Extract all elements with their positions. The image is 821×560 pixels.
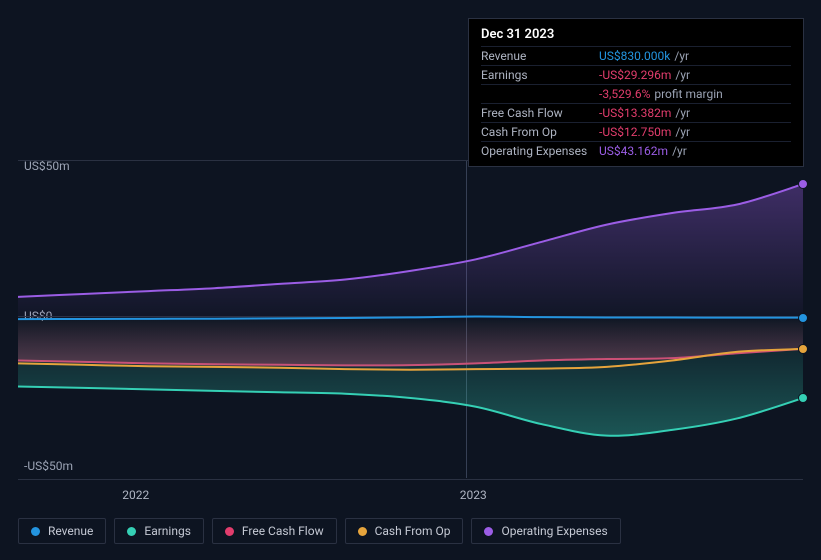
- tooltip-row: Earnings-US$29.296m/yr: [481, 65, 791, 84]
- legend-label: Cash From Op: [375, 524, 451, 538]
- tooltip-row-suffix: /yr: [674, 49, 689, 63]
- legend-item-opex[interactable]: Operating Expenses: [471, 518, 620, 544]
- end-marker-earnings: [798, 393, 808, 403]
- legend-item-fcf[interactable]: Free Cash Flow: [212, 518, 337, 544]
- tooltip-row-value: US$43.162m: [599, 144, 668, 158]
- tooltip-row: -3,529.6% profit margin: [481, 84, 791, 103]
- tooltip-row-label: Cash From Op: [481, 125, 599, 139]
- x-label-2023: 2023: [460, 488, 487, 502]
- tooltip-row: RevenueUS$830.000k/yr: [481, 46, 791, 65]
- legend-label: Operating Expenses: [501, 524, 607, 538]
- tooltip-row-label: Earnings: [481, 68, 599, 82]
- tooltip-row: Cash From Op-US$12.750m/yr: [481, 122, 791, 141]
- x-label-2022: 2022: [122, 488, 149, 502]
- legend-swatch: [358, 527, 367, 536]
- tooltip-row-value: -US$29.296m: [599, 68, 671, 82]
- tooltip-row-label: Operating Expenses: [481, 144, 599, 158]
- tooltip-row-label: Free Cash Flow: [481, 106, 599, 120]
- chart-svg: [18, 161, 803, 479]
- end-marker-opex: [798, 179, 808, 189]
- legend-label: Free Cash Flow: [242, 524, 324, 538]
- end-marker-revenue: [798, 313, 808, 323]
- legend-item-cashop[interactable]: Cash From Op: [345, 518, 464, 544]
- legend-swatch: [31, 527, 40, 536]
- legend-item-revenue[interactable]: Revenue: [18, 518, 106, 544]
- legend-swatch: [127, 527, 136, 536]
- legend-swatch: [484, 527, 493, 536]
- tooltip-row-suffix: /yr: [675, 106, 690, 120]
- legend-label: Revenue: [48, 524, 93, 538]
- tooltip-row-suffix: /yr: [675, 125, 690, 139]
- tooltip-row: Free Cash Flow-US$13.382m/yr: [481, 103, 791, 122]
- tooltip-date: Dec 31 2023: [481, 27, 791, 42]
- end-marker-cashop: [798, 344, 808, 354]
- legend-swatch: [225, 527, 234, 536]
- tooltip-row-value: US$830.000k: [599, 49, 670, 63]
- x-axis: 2022 2023: [18, 488, 803, 502]
- tooltip-row-value: -US$12.750m: [599, 125, 671, 139]
- tooltip-row-suffix: /yr: [675, 68, 690, 82]
- legend-label: Earnings: [144, 524, 191, 538]
- tooltip-row-label: Revenue: [481, 49, 599, 63]
- legend: Revenue Earnings Free Cash Flow Cash From O…: [18, 518, 803, 544]
- tooltip-row-value: -US$13.382m: [599, 106, 671, 120]
- hover-tooltip: Dec 31 2023 RevenueUS$830.000k/yrEarning…: [468, 18, 804, 167]
- tooltip-row: Operating ExpensesUS$43.162m/yr: [481, 141, 791, 160]
- chart-area[interactable]: [18, 160, 803, 480]
- tooltip-row-suffix: /yr: [672, 144, 687, 158]
- legend-item-earnings[interactable]: Earnings: [114, 518, 204, 544]
- tooltip-row-value: -3,529.6%: [599, 87, 650, 101]
- tooltip-row-suffix: profit margin: [654, 87, 722, 101]
